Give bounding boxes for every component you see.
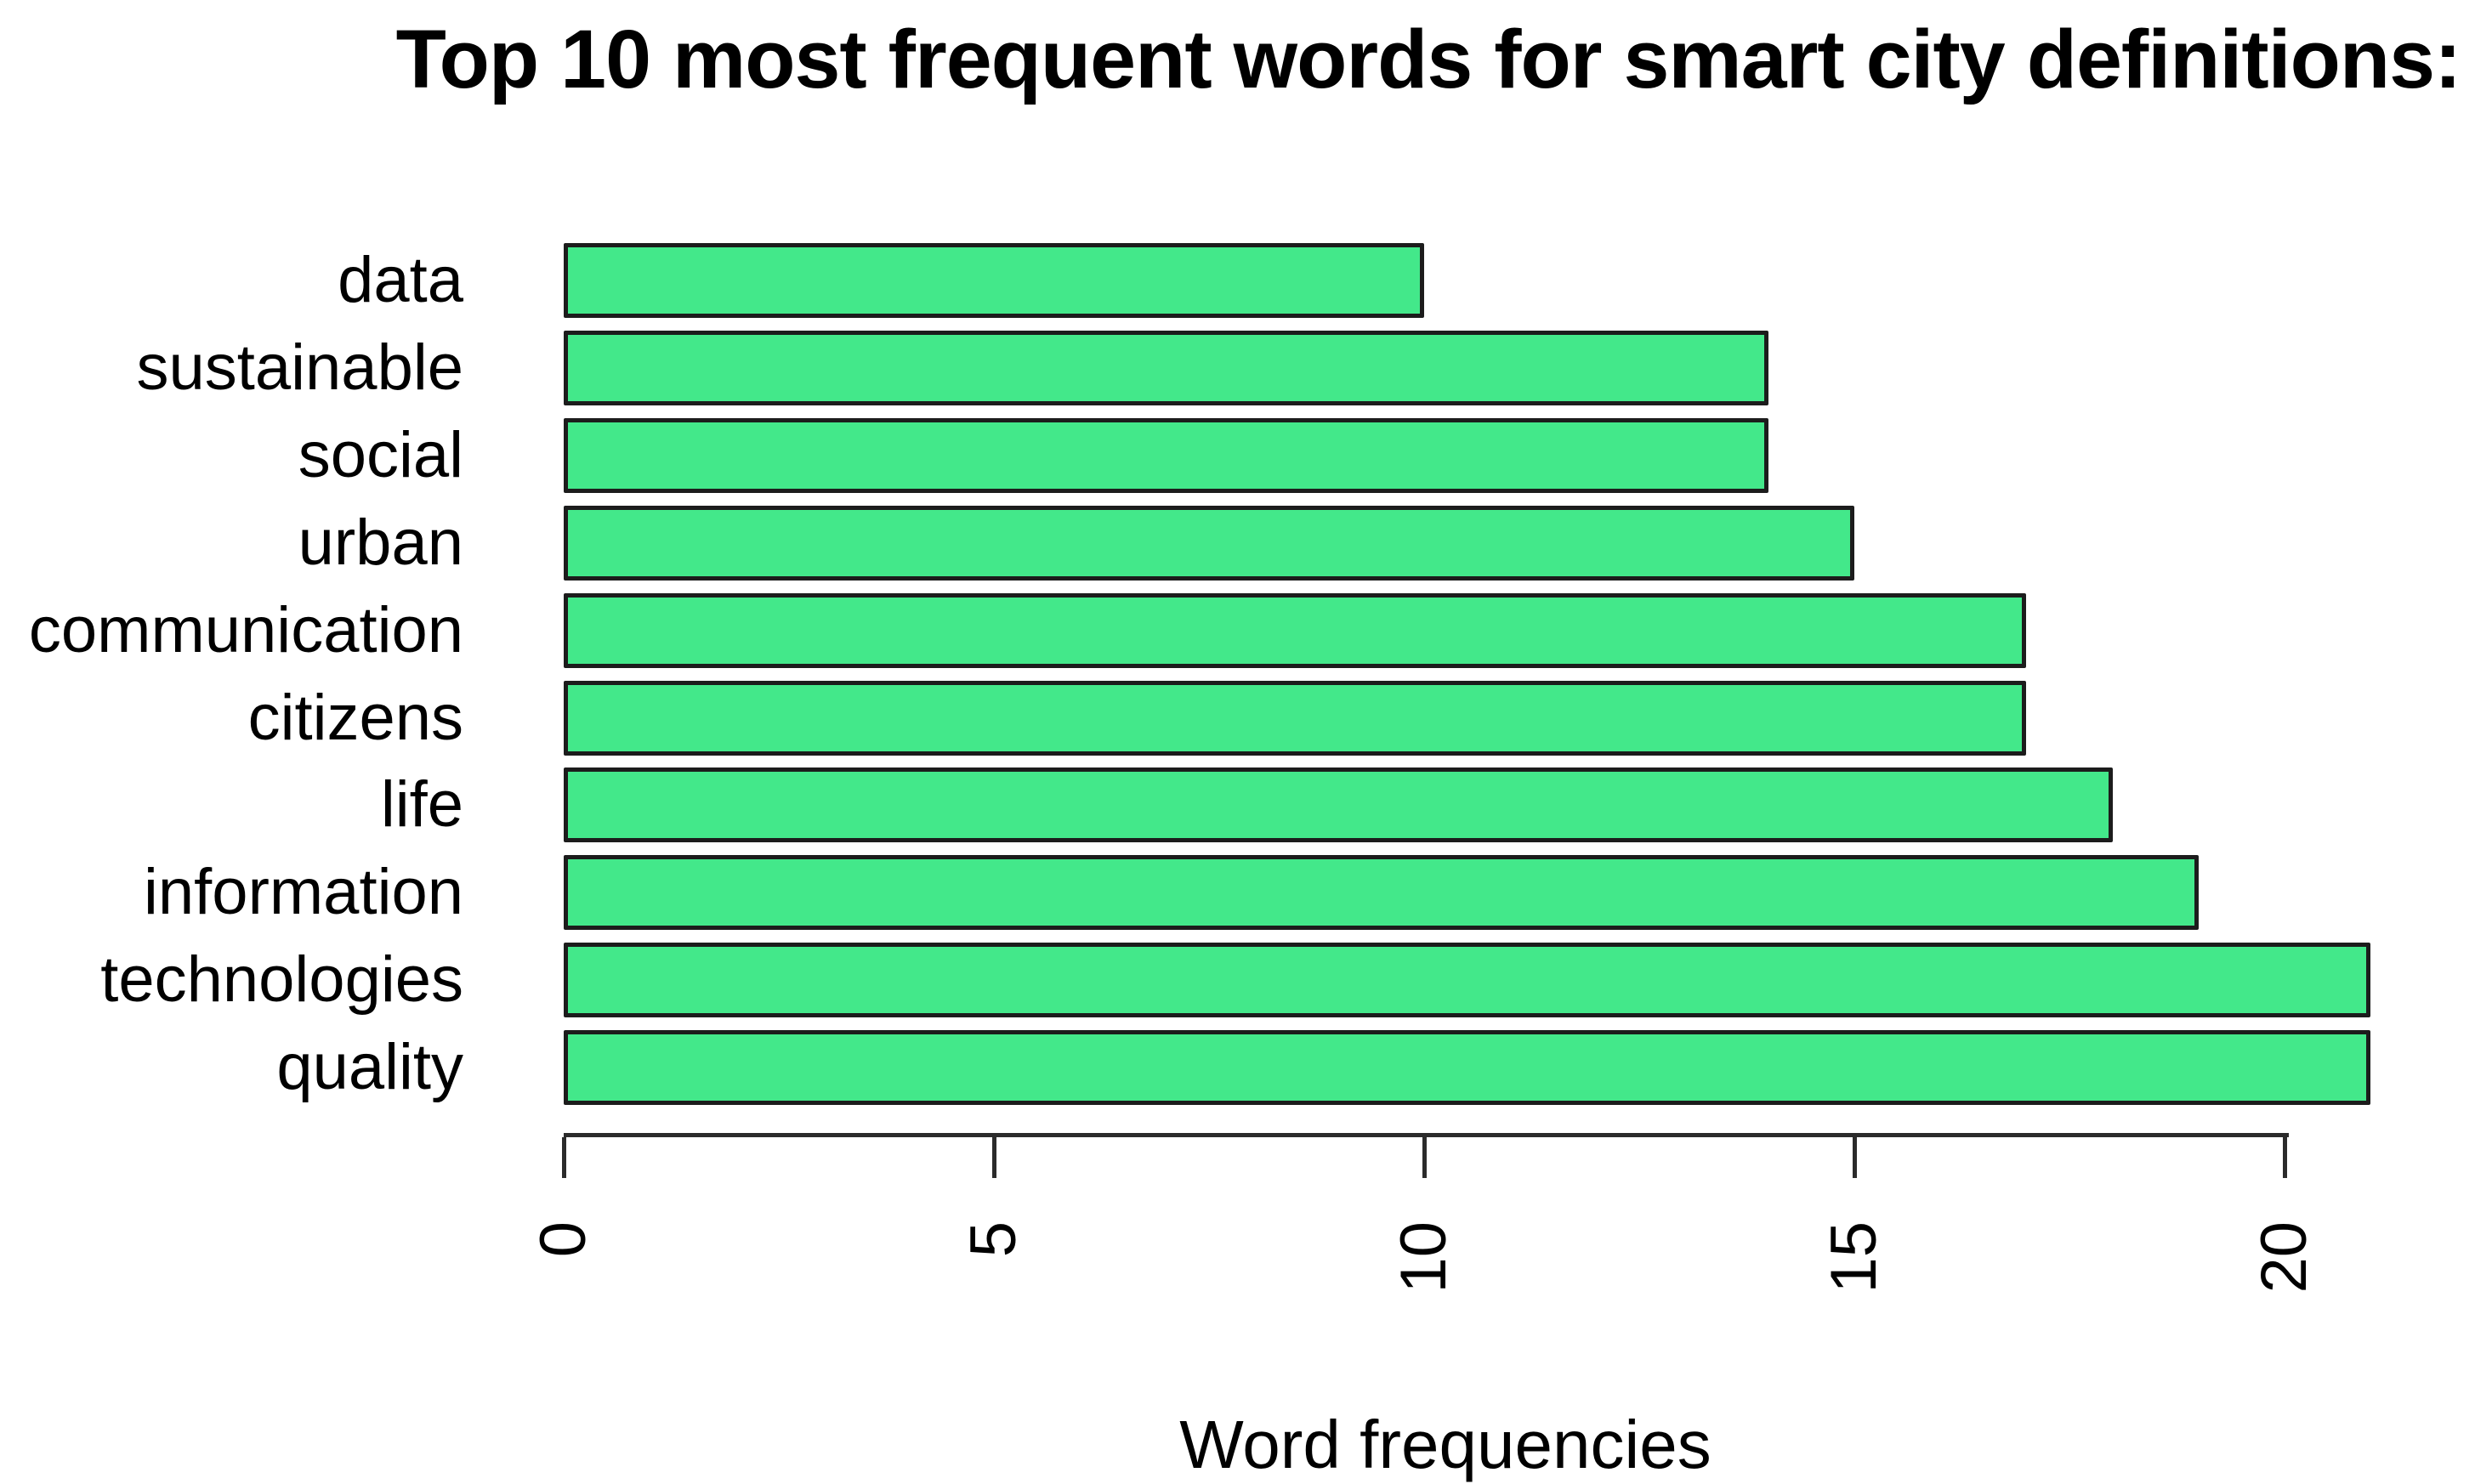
bar (564, 680, 2026, 756)
category-label: life (380, 768, 463, 841)
x-axis-tick (562, 1137, 566, 1178)
x-axis-tick-label: 20 (2248, 1221, 2320, 1294)
bar (564, 767, 2113, 843)
x-axis-tick-label: 5 (957, 1221, 1030, 1258)
category-label: communication (28, 593, 463, 666)
category-label: citizens (247, 681, 463, 754)
bar (564, 943, 2370, 1018)
x-axis-tick (992, 1137, 996, 1178)
bar (564, 243, 1424, 318)
x-axis-tick-label: 0 (527, 1221, 599, 1258)
category-label: urban (298, 506, 463, 579)
x-axis-tick (1422, 1137, 1427, 1178)
chart-title: Top 10 most frequent words for smart cit… (395, 13, 2462, 105)
category-label: social (298, 418, 463, 491)
bar (564, 417, 1768, 493)
x-axis-tick-label: 15 (1818, 1221, 1890, 1294)
category-label: sustainable (136, 331, 464, 404)
category-label: quality (276, 1031, 463, 1104)
category-label: information (144, 856, 463, 929)
bar (564, 855, 2199, 931)
x-axis-line (564, 1133, 2289, 1137)
bar (564, 1030, 2370, 1106)
bar (564, 592, 2026, 668)
category-label: technologies (100, 943, 463, 1017)
x-axis-tick-label: 10 (1388, 1221, 1460, 1294)
category-label: data (338, 244, 463, 316)
x-axis-title: Word frequencies (1179, 1407, 1711, 1482)
bar (564, 505, 1854, 581)
x-axis-tick (1853, 1137, 1857, 1178)
bar (564, 330, 1768, 405)
x-axis-tick (2283, 1137, 2287, 1178)
